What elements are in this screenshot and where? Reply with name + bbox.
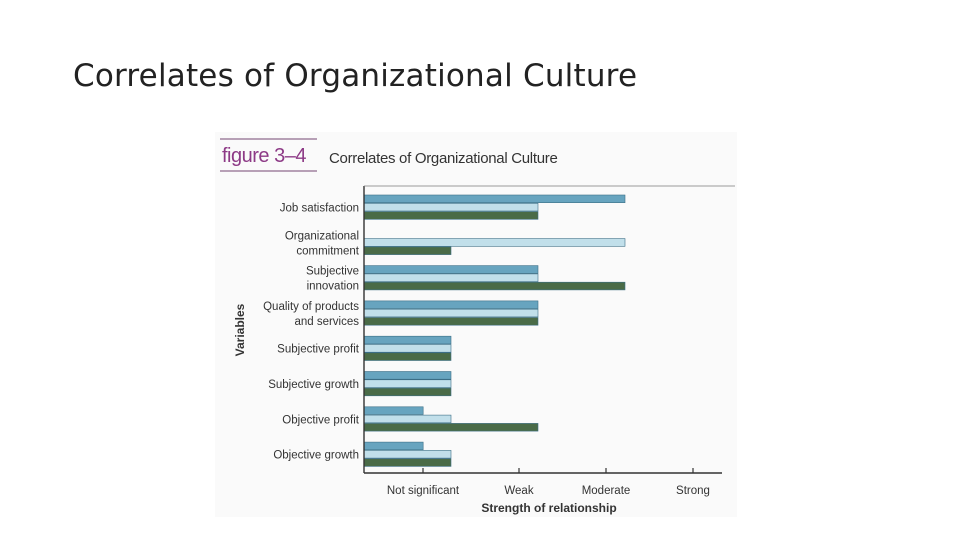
figure-title: Correlates of Organizational Culture	[329, 150, 558, 167]
bar-8-series-2	[363, 450, 452, 459]
category-label-line: Objective profit	[282, 414, 360, 426]
bar-1-series-2	[363, 203, 539, 212]
figure-label: figure 3–4	[222, 145, 306, 167]
category-label: Subjective profit	[277, 344, 360, 356]
category-label-line: Subjective	[306, 266, 359, 278]
category-label: Objective profit	[282, 414, 360, 426]
bar-1-series-3	[363, 211, 539, 220]
category-label-line: Subjective profit	[277, 344, 360, 356]
category-label-line: Quality of products	[263, 301, 359, 313]
category-label: Quality of products and services	[263, 301, 359, 328]
x-axis-title: Strength of relationship	[481, 501, 616, 515]
category-label: Job satisfaction	[280, 202, 359, 214]
bar-4-series-3	[363, 317, 539, 326]
bar-2-series-2	[363, 238, 626, 247]
bar-7-series-2	[363, 414, 452, 424]
category-label-line: commitment	[296, 245, 359, 257]
bar-5-series-3	[363, 352, 452, 361]
bar-6-series-2	[363, 379, 452, 388]
figure-label-box: figure 3–4	[220, 138, 317, 172]
category-label: Objective growth	[273, 450, 359, 462]
bar-6-series-1	[363, 371, 452, 380]
bar-6-series-3	[363, 387, 452, 397]
bar-8-series-1	[363, 441, 424, 451]
x-tick-label: Strong	[676, 485, 710, 497]
category-label-line: Job satisfaction	[280, 202, 359, 214]
slide-title: Correlates of Organizational Culture	[73, 58, 638, 94]
bar-4-series-1	[363, 300, 539, 309]
category-label-line: innovation	[307, 281, 359, 293]
y-axis-title: Variables	[233, 303, 247, 356]
x-tick-label: Not significant	[387, 485, 460, 497]
bar-3-series-3	[363, 281, 626, 291]
bar-3-series-2	[363, 273, 539, 282]
x-tick-label: Moderate	[582, 485, 631, 497]
category-label: Subjective growth	[268, 379, 359, 391]
bar-5-series-2	[363, 344, 452, 353]
bar-3-series-1	[363, 265, 539, 274]
bar-4-series-2	[363, 308, 539, 318]
category-label: Subjective innovation	[306, 266, 359, 293]
bar-2-series-3	[363, 246, 452, 255]
bar-8-series-3	[363, 458, 452, 467]
category-label-line: Subjective growth	[268, 379, 359, 391]
x-tick-label: Weak	[504, 485, 533, 497]
category-label-line: Objective growth	[273, 450, 359, 462]
bar-5-series-1	[363, 335, 452, 345]
bar-1-series-1	[363, 194, 626, 203]
category-label-line: and services	[294, 316, 359, 328]
bar-7-series-1	[363, 406, 424, 415]
category-label-line: Organizational	[285, 230, 359, 242]
bar-7-series-3	[363, 423, 539, 432]
category-label: Organizational commitment	[285, 230, 360, 257]
